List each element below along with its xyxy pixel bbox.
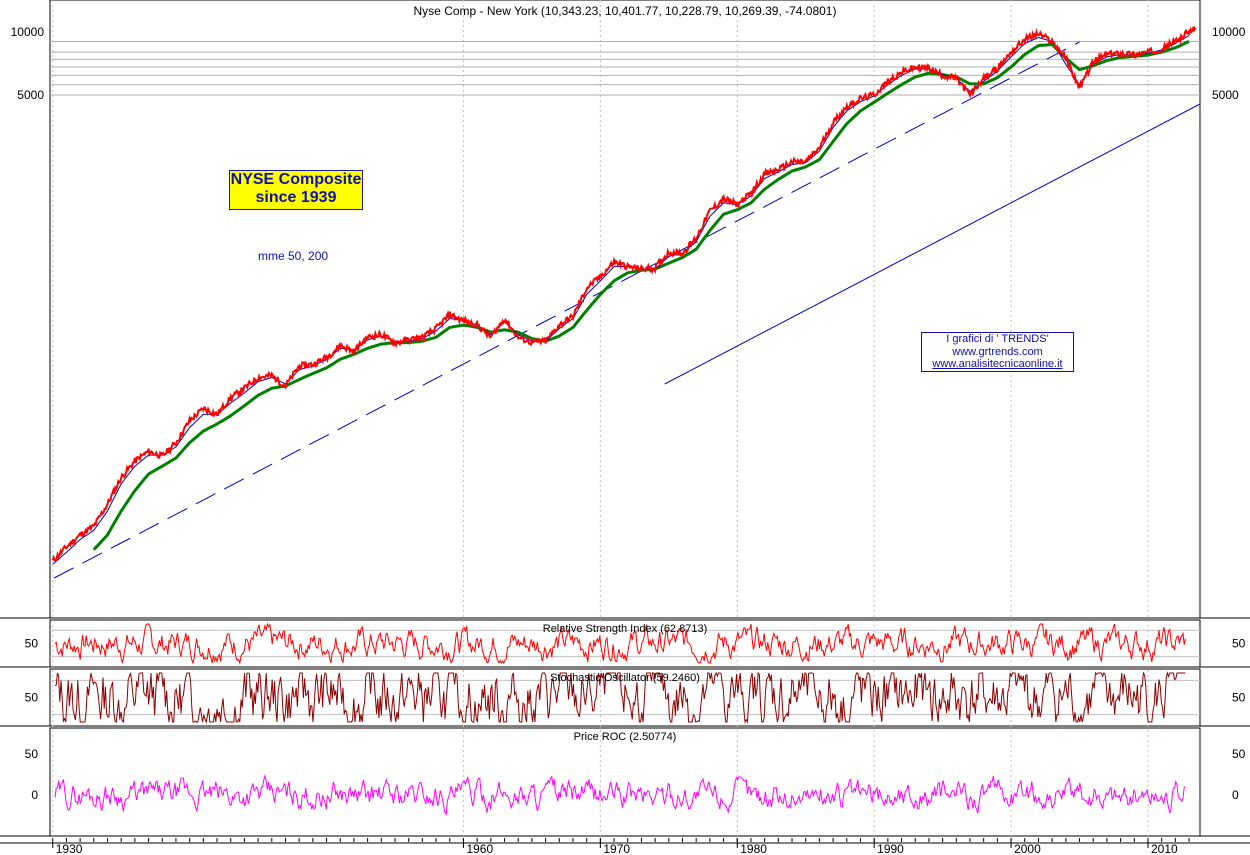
indicator-y-tick-left: 50 bbox=[25, 747, 39, 761]
indicator-y-tick-right: 0 bbox=[1232, 788, 1239, 802]
x-tick-label: 2010 bbox=[1151, 842, 1178, 855]
chart-caption-box: NYSE Composite since 1939 bbox=[229, 170, 363, 210]
stochastic-line bbox=[54, 671, 1186, 724]
indicator-y-tick-left: 0 bbox=[31, 788, 38, 802]
roc-line bbox=[54, 774, 1186, 816]
credit-line-2: www.grtrends.com bbox=[952, 345, 1043, 358]
price-line bbox=[51, 25, 1197, 562]
chart-gridlines bbox=[50, 0, 1200, 836]
indicator-y-tick-right: 50 bbox=[1232, 747, 1246, 761]
y-tick-label-right: 10000 bbox=[1212, 25, 1246, 39]
x-tick-label: 2000 bbox=[1014, 842, 1041, 855]
caption-line-1: NYSE Composite bbox=[230, 171, 362, 188]
trendlines bbox=[53, 41, 1201, 579]
y-tick-label-left: 10000 bbox=[11, 25, 45, 39]
ma200-line bbox=[92, 40, 1190, 551]
x-tick-label: 1960 bbox=[466, 842, 493, 855]
indicator-y-tick-right: 50 bbox=[1232, 691, 1246, 705]
price-series bbox=[51, 25, 1197, 565]
upper-channel-trendline bbox=[53, 41, 1080, 579]
lower-support-trendline bbox=[664, 103, 1201, 385]
indicator-title: Stochastic Oscillator (59.2460) bbox=[550, 672, 700, 684]
indicator-y-tick-right: 50 bbox=[1232, 637, 1246, 651]
ma50-line bbox=[52, 35, 1190, 565]
indicator-y-tick-left: 50 bbox=[25, 637, 39, 651]
y-tick-label-left: 5000 bbox=[17, 88, 44, 102]
x-tick-label: 1930 bbox=[56, 842, 83, 855]
moving-average-label: mme 50, 200 bbox=[258, 249, 329, 263]
credit-box: I grafici di ' TRENDS' www.grtrends.com … bbox=[921, 332, 1074, 372]
indicator-title: Relative Strength Index (62.8713) bbox=[543, 623, 708, 635]
indicator-y-tick-left: 50 bbox=[25, 691, 39, 705]
credit-line-3: www.analisitecnicaonline.it bbox=[932, 358, 1063, 370]
main-panel-frame bbox=[49, 0, 1201, 619]
indicator-series bbox=[54, 622, 1186, 816]
x-tick-label: 1970 bbox=[603, 842, 630, 855]
credit-line-1: I grafici di ' TRENDS' bbox=[946, 333, 1049, 345]
caption-line-2: since 1939 bbox=[255, 189, 337, 206]
y-tick-label-right: 5000 bbox=[1212, 88, 1239, 102]
y-tick-label-right: 15000 bbox=[1212, 0, 1246, 2]
chart-title: Nyse Comp - New York (10,343.23, 10,401.… bbox=[413, 4, 837, 18]
y-tick-label-left: 15000 bbox=[11, 0, 45, 2]
indicator-panel-frame bbox=[49, 727, 1201, 837]
rsi-line bbox=[54, 622, 1186, 665]
indicator-title: Price ROC (2.50774) bbox=[574, 731, 677, 743]
x-tick-label: 1980 bbox=[740, 842, 767, 855]
x-tick-label: 1990 bbox=[877, 842, 904, 855]
